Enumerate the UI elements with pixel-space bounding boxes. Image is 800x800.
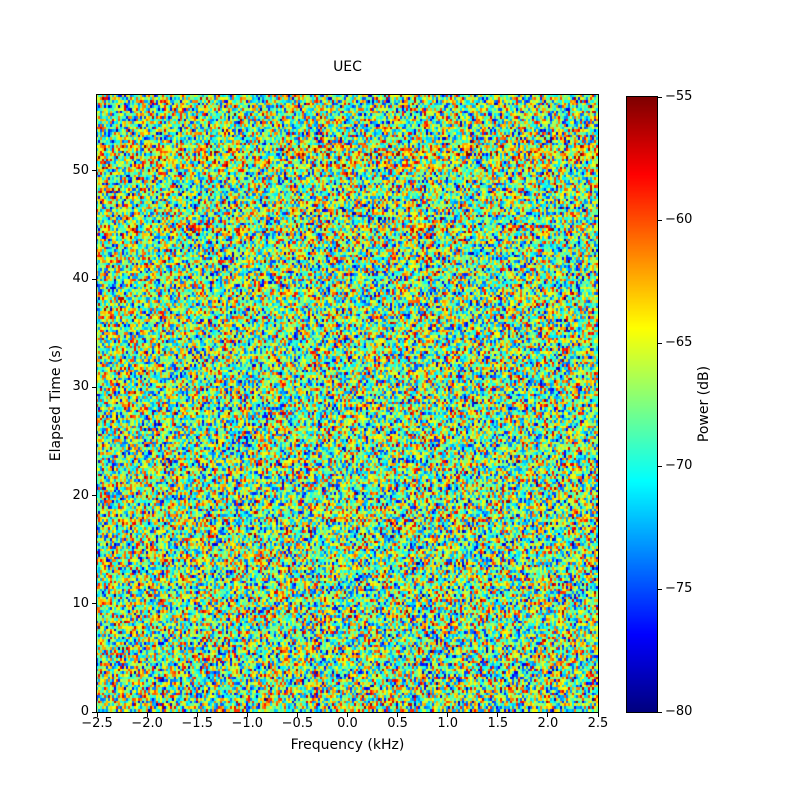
x-tick-label: −2.0 [131, 716, 163, 731]
x-tick-mark [296, 713, 298, 717]
spectrogram-plot-area [96, 94, 599, 713]
colorbar-tick-mark [658, 96, 662, 98]
x-tick-label: −1.0 [231, 716, 264, 731]
x-tick-label: 2.5 [587, 716, 609, 731]
colorbar-tick-mark [658, 342, 662, 344]
colorbar-tick-label: −60 [665, 212, 693, 227]
colorbar-tick-label: −75 [665, 581, 693, 596]
y-axis-label: Elapsed Time (s) [48, 344, 64, 462]
y-tick-mark [92, 278, 96, 280]
x-tick-mark [597, 713, 599, 717]
y-tick-label: 10 [72, 595, 89, 611]
x-tick-label: −0.5 [281, 716, 314, 731]
x-tick-mark [397, 713, 399, 717]
colorbar-tick-mark [658, 465, 662, 467]
y-tick-mark [92, 603, 96, 605]
y-tick-mark [92, 711, 96, 713]
spectrogram-heatmap-canvas [97, 95, 598, 712]
colorbar-tick-label: −55 [665, 89, 693, 104]
x-tick-mark [146, 713, 148, 717]
colorbar-tick-label: −65 [665, 335, 693, 350]
colorbar-label: Power (dB) [696, 365, 712, 443]
chart-title: UEC [333, 59, 362, 75]
y-tick-mark [92, 495, 96, 496]
x-tick-label: 2.0 [537, 716, 559, 731]
colorbar [626, 96, 658, 713]
colorbar-tick-mark [658, 219, 662, 221]
x-axis-label: Frequency (kHz) [290, 737, 405, 753]
x-tick-mark [246, 713, 248, 717]
y-tick-label: 40 [72, 271, 89, 287]
x-tick-mark [196, 713, 198, 717]
x-tick-mark [497, 713, 499, 717]
y-tick-label: 20 [72, 487, 89, 503]
colorbar-tick-label: −70 [665, 458, 693, 473]
y-tick-mark [92, 170, 96, 172]
colorbar-tick-mark [658, 588, 662, 590]
y-tick-label: 30 [72, 379, 89, 395]
colorbar-tick-label: −80 [665, 704, 693, 719]
x-tick-label: −1.5 [181, 716, 213, 731]
x-tick-label: 0.0 [337, 716, 358, 731]
y-tick-label: 50 [72, 162, 89, 178]
colorbar-gradient-canvas [627, 97, 657, 712]
y-tick-label: 0 [80, 704, 89, 719]
x-tick-label: 1.0 [437, 716, 459, 731]
x-tick-mark [347, 713, 348, 717]
y-tick-mark [92, 386, 96, 388]
colorbar-tick-mark [658, 711, 662, 713]
x-tick-label: 1.5 [487, 716, 509, 731]
x-tick-label: −2.5 [81, 716, 113, 731]
x-tick-mark [447, 713, 449, 717]
x-tick-mark [547, 713, 549, 717]
x-tick-mark [96, 713, 98, 717]
x-tick-label: 0.5 [387, 716, 408, 731]
